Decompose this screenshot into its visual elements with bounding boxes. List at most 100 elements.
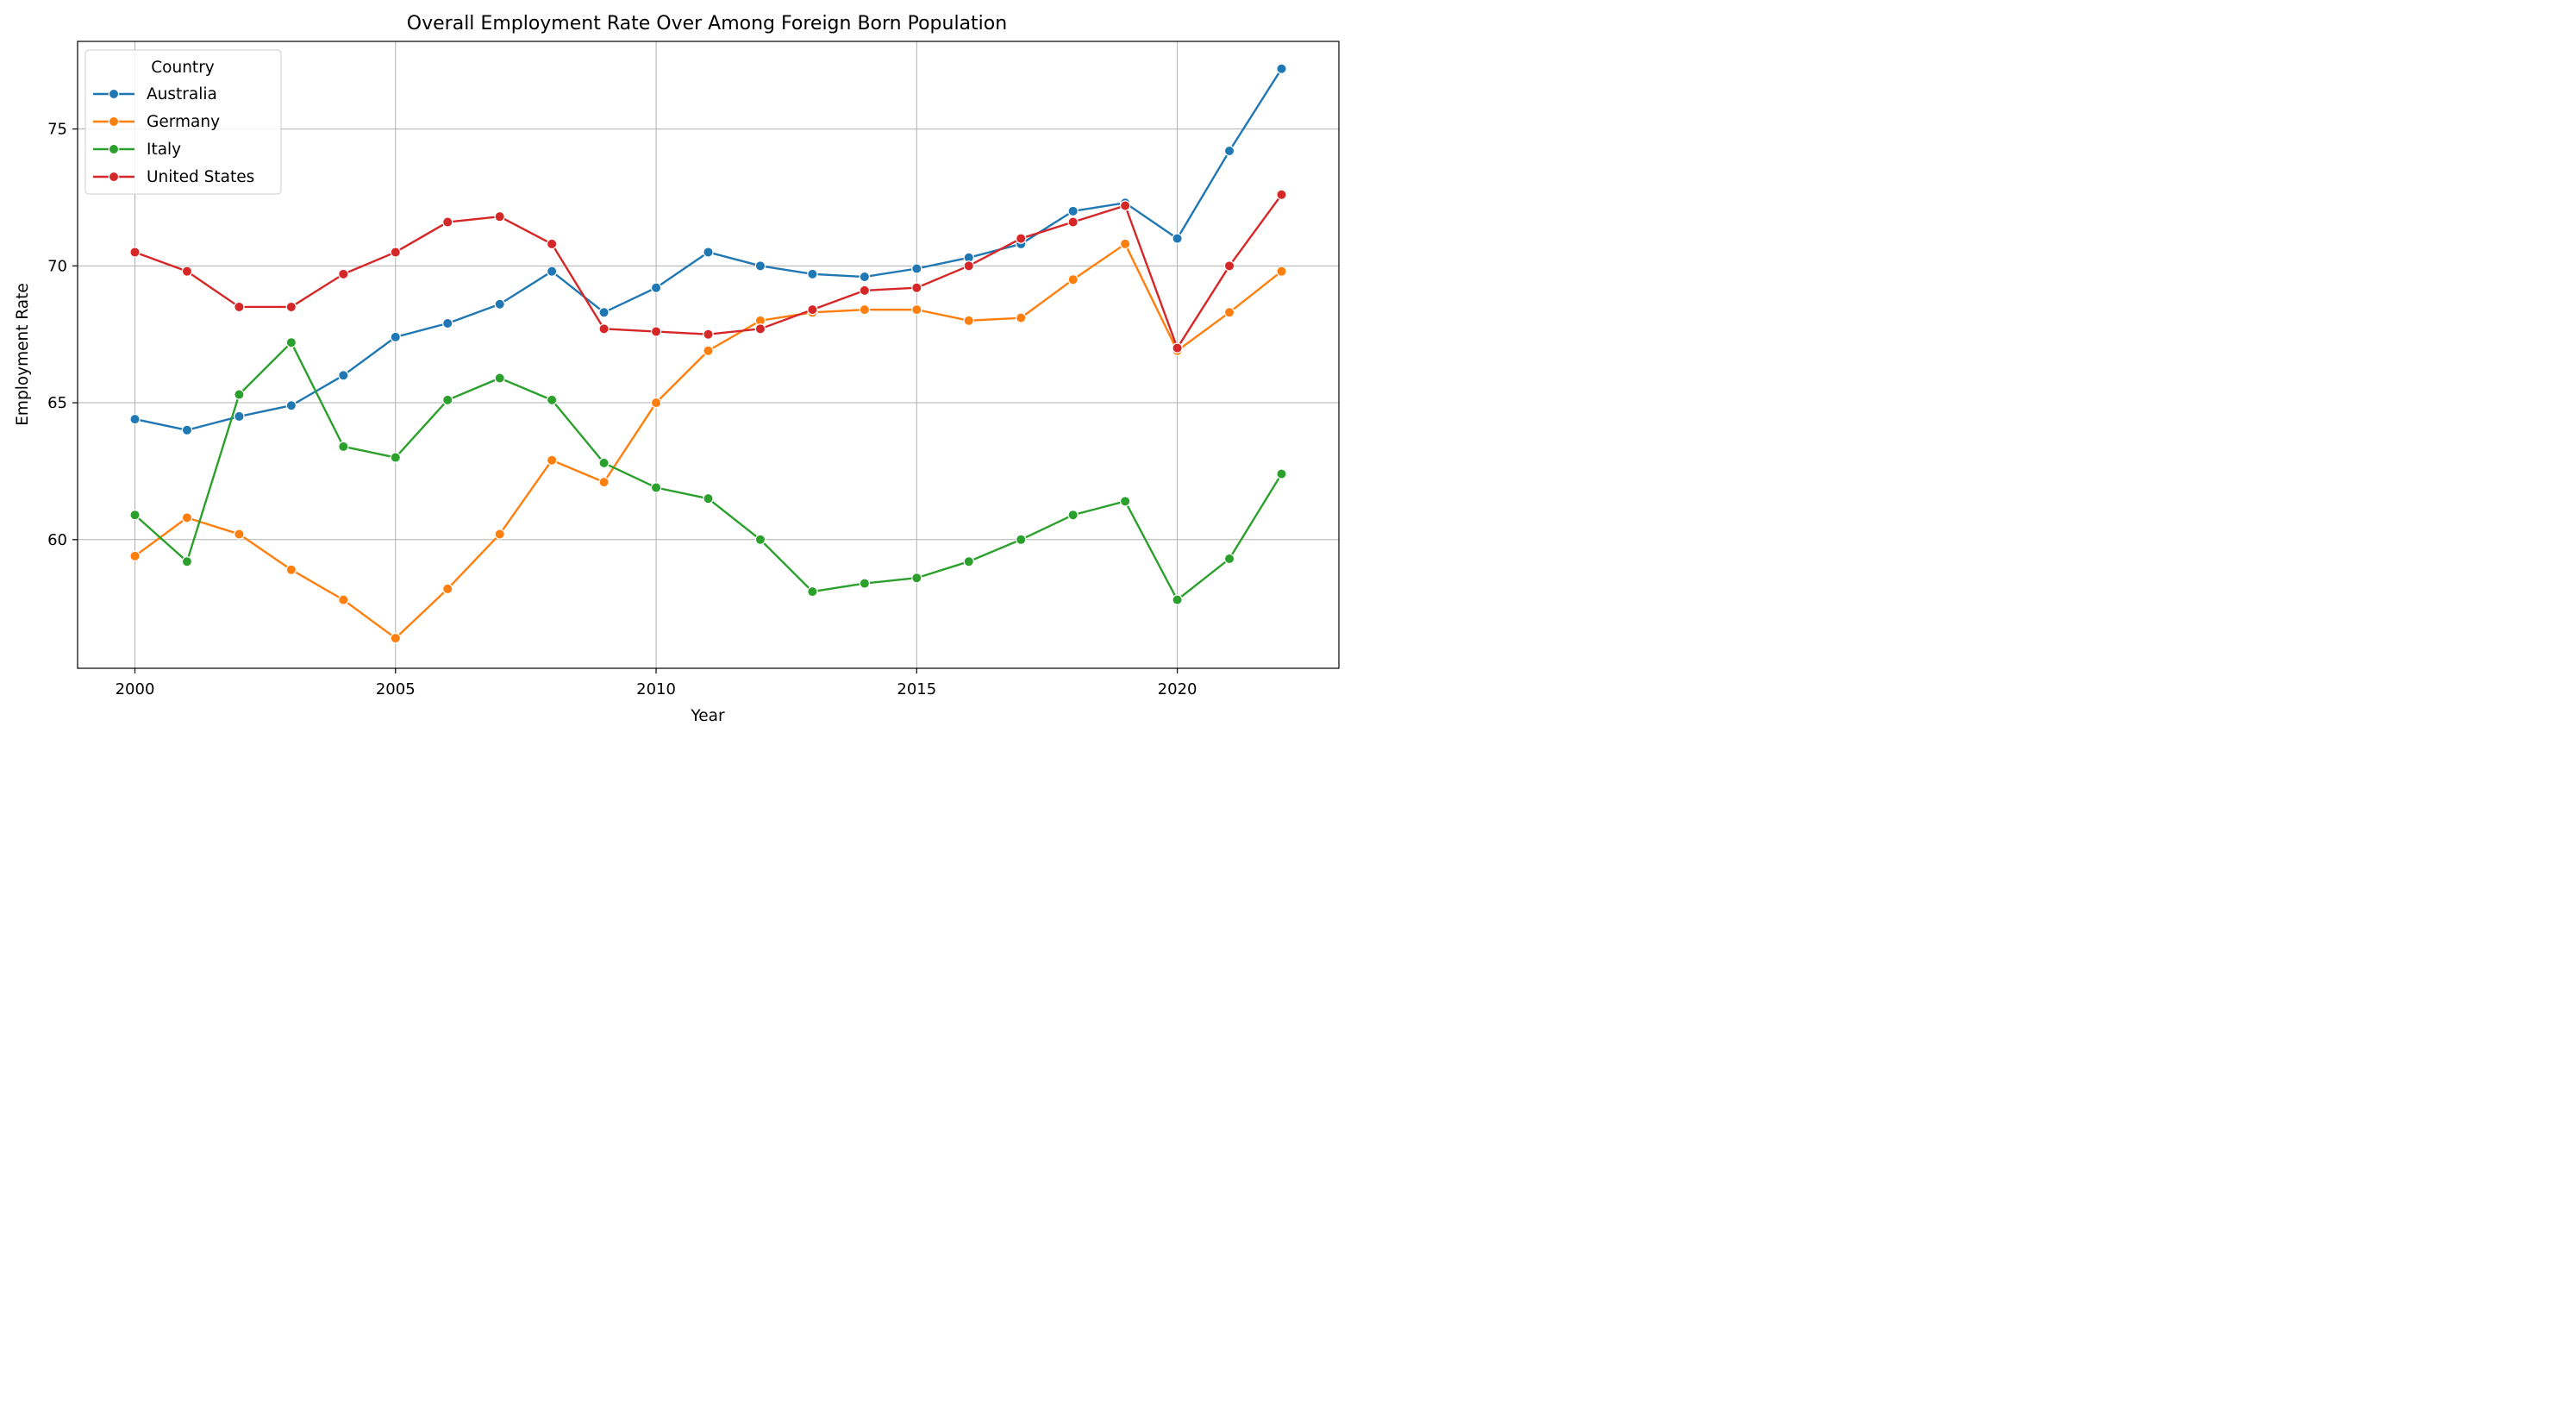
data-point-united-states bbox=[494, 210, 505, 222]
data-point-italy bbox=[1119, 496, 1131, 507]
data-point-germany bbox=[181, 512, 193, 523]
legend-label-australia: Australia bbox=[147, 85, 217, 103]
line-chart: Overall Employment Rate Over Among Forei… bbox=[14, 13, 1340, 725]
data-point-germany bbox=[650, 397, 662, 409]
legend-title: Country bbox=[151, 59, 215, 77]
series-united-states bbox=[129, 189, 1287, 354]
data-point-united-states bbox=[181, 266, 193, 277]
series-line-italy bbox=[134, 341, 1283, 601]
data-point-germany bbox=[598, 476, 610, 488]
data-point-united-states bbox=[285, 301, 297, 313]
data-point-australia bbox=[1172, 233, 1183, 244]
data-point-united-states bbox=[1223, 260, 1235, 272]
y-tick-label: 70 bbox=[47, 257, 67, 275]
y-axis-label: Employment Rate bbox=[14, 283, 32, 426]
series-lines bbox=[129, 63, 1287, 644]
series-line-germany bbox=[134, 242, 1283, 640]
data-point-united-states bbox=[911, 282, 922, 293]
data-point-italy bbox=[234, 389, 245, 400]
data-point-australia bbox=[129, 413, 141, 425]
data-point-united-states bbox=[1067, 216, 1079, 228]
data-point-germany bbox=[1119, 238, 1131, 250]
data-point-united-states bbox=[1172, 342, 1183, 354]
x-tick-label: 2020 bbox=[1158, 680, 1197, 698]
data-point-italy bbox=[963, 555, 974, 567]
data-point-germany bbox=[703, 345, 714, 356]
series-germany bbox=[129, 238, 1287, 644]
data-point-italy bbox=[807, 586, 818, 598]
data-point-united-states bbox=[754, 323, 766, 335]
x-tick-label: 2010 bbox=[636, 680, 676, 698]
data-point-united-states bbox=[650, 326, 662, 337]
series-australia bbox=[129, 63, 1287, 436]
axis-ticks: 2000 2005 2010 2015 2020 60 65 70 75 bbox=[47, 121, 1197, 698]
data-point-germany bbox=[963, 315, 974, 327]
y-tick-label: 65 bbox=[47, 394, 67, 412]
data-point-germany bbox=[285, 564, 297, 575]
data-point-australia bbox=[546, 266, 558, 277]
data-point-australia bbox=[598, 307, 610, 318]
data-point-germany bbox=[546, 454, 558, 466]
x-tick-label: 2005 bbox=[376, 680, 416, 698]
data-point-australia bbox=[1223, 145, 1235, 157]
y-tick-label: 75 bbox=[47, 121, 67, 139]
data-point-australia bbox=[807, 268, 818, 280]
data-point-united-states bbox=[859, 285, 871, 297]
legend-marker-australia bbox=[108, 88, 120, 100]
data-point-united-states bbox=[1119, 200, 1131, 211]
data-point-italy bbox=[703, 492, 714, 504]
legend-box bbox=[84, 49, 282, 195]
data-point-australia bbox=[494, 298, 505, 310]
data-point-united-states bbox=[390, 247, 401, 258]
data-point-australia bbox=[650, 282, 662, 293]
data-point-united-states bbox=[442, 216, 453, 228]
data-point-italy bbox=[911, 573, 922, 584]
data-point-united-states bbox=[703, 329, 714, 340]
legend-label-united-states: United States bbox=[147, 168, 254, 186]
data-point-australia bbox=[234, 410, 245, 423]
data-point-italy bbox=[650, 482, 662, 493]
data-point-united-states bbox=[129, 247, 141, 258]
data-point-germany bbox=[442, 583, 453, 595]
data-point-united-states bbox=[807, 304, 818, 316]
series-italy bbox=[129, 337, 1287, 605]
x-tick-label: 2015 bbox=[897, 680, 936, 698]
data-point-australia bbox=[1067, 205, 1079, 217]
data-point-united-states bbox=[598, 323, 610, 335]
data-point-italy bbox=[129, 510, 141, 521]
legend: Country Australia Germany Italy United Stat… bbox=[84, 49, 282, 195]
data-point-germany bbox=[494, 529, 505, 540]
data-point-australia bbox=[703, 247, 714, 258]
data-point-australia bbox=[181, 424, 193, 436]
data-point-australia bbox=[442, 317, 453, 329]
data-point-germany bbox=[1067, 273, 1079, 285]
data-point-germany bbox=[1016, 312, 1027, 323]
data-point-germany bbox=[859, 304, 871, 316]
data-point-italy bbox=[546, 394, 558, 406]
data-point-italy bbox=[285, 337, 297, 348]
data-point-germany bbox=[234, 529, 245, 540]
series-line-united-states bbox=[134, 194, 1283, 349]
x-axis-label: Year bbox=[690, 707, 725, 725]
data-point-australia bbox=[338, 370, 349, 381]
legend-marker-united-states bbox=[108, 171, 120, 183]
legend-label-germany: Germany bbox=[147, 113, 220, 131]
data-point-italy bbox=[338, 441, 349, 453]
data-point-germany bbox=[129, 550, 141, 562]
data-point-united-states bbox=[234, 301, 245, 313]
data-point-italy bbox=[442, 394, 453, 406]
data-point-italy bbox=[1016, 534, 1027, 545]
data-point-italy bbox=[859, 578, 871, 589]
data-point-australia bbox=[1276, 63, 1287, 74]
data-point-australia bbox=[754, 260, 766, 272]
data-point-italy bbox=[598, 457, 610, 469]
data-point-united-states bbox=[963, 260, 974, 272]
data-point-germany bbox=[1276, 266, 1287, 277]
legend-marker-italy bbox=[108, 143, 120, 155]
chart-title: Overall Employment Rate Over Among Forei… bbox=[407, 13, 1007, 34]
data-point-australia bbox=[285, 400, 297, 411]
data-point-germany bbox=[1223, 307, 1235, 318]
data-point-italy bbox=[1276, 468, 1287, 479]
data-point-italy bbox=[1067, 510, 1079, 521]
data-point-united-states bbox=[546, 238, 558, 250]
